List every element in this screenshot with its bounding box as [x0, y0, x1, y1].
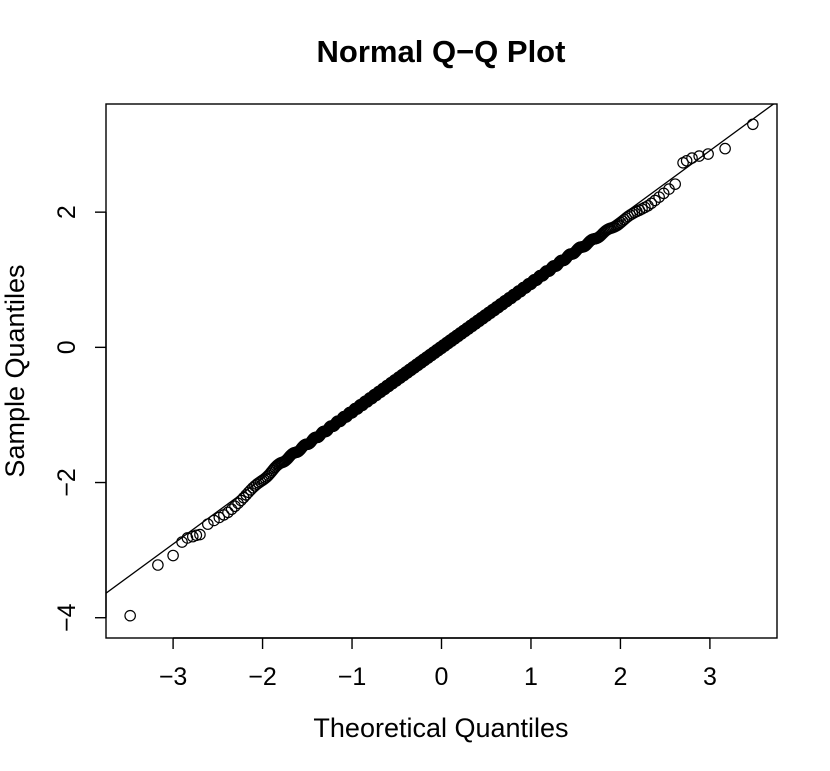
y-tick-label: −4 — [53, 603, 81, 632]
data-point — [242, 486, 255, 499]
y-tick-label: 2 — [53, 205, 81, 219]
data-point — [719, 142, 731, 155]
x-tick-label: 0 — [435, 663, 449, 691]
data-point — [194, 528, 206, 541]
x-tick-label: −1 — [338, 663, 367, 691]
x-tick-label: 1 — [524, 663, 538, 691]
data-point — [669, 178, 681, 190]
data-point — [642, 199, 654, 212]
x-tick-label: 3 — [703, 663, 717, 691]
y-tick-label: −2 — [53, 468, 81, 497]
data-point — [747, 118, 759, 131]
x-tick-label: 2 — [613, 663, 627, 691]
data-point — [124, 609, 136, 622]
x-tick-label: −2 — [248, 663, 277, 691]
x-axis-label: Theoretical Quantiles — [313, 713, 568, 743]
data-point — [225, 503, 238, 516]
data-point — [645, 197, 658, 210]
data-point — [229, 500, 241, 513]
x-axis: −3 −2 −1 0 1 2 3 — [159, 637, 717, 691]
data-point — [618, 213, 631, 226]
data-point — [222, 506, 234, 519]
data-point — [686, 152, 698, 164]
data-point — [693, 150, 705, 162]
data-point — [232, 497, 244, 510]
data-point — [680, 154, 693, 167]
data-points — [124, 118, 759, 622]
data-point — [259, 472, 272, 484]
data-point — [649, 194, 661, 207]
y-tick-label: 0 — [53, 340, 81, 354]
data-point — [702, 148, 714, 160]
y-axis-label: Sample Quantiles — [0, 264, 30, 477]
x-tick-label: −3 — [159, 663, 188, 691]
data-point — [167, 549, 179, 562]
data-point — [152, 559, 164, 571]
data-point — [620, 212, 632, 224]
plot-frame — [105, 103, 778, 639]
y-axis: −4 −2 0 2 — [53, 205, 107, 632]
chart-title: Normal Q−Q Plot — [317, 34, 566, 69]
data-point — [202, 518, 214, 530]
